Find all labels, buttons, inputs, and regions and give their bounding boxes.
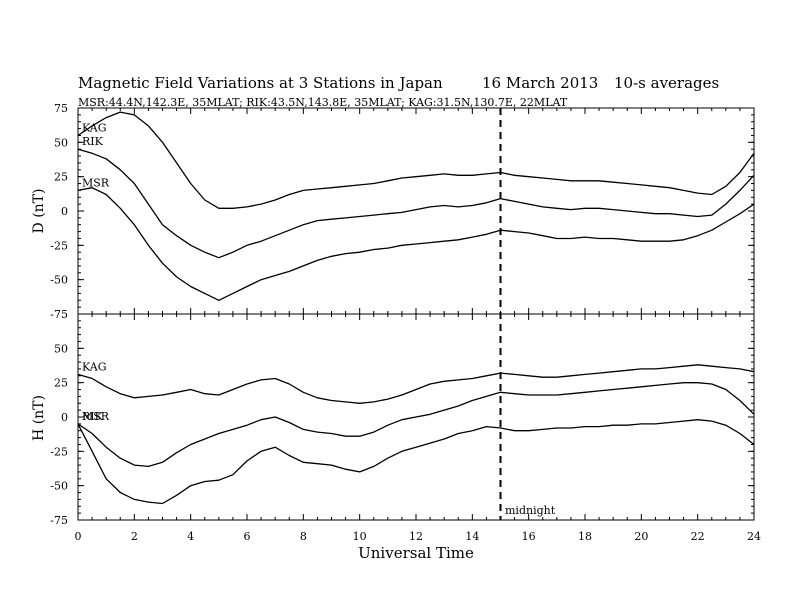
x-tick-label: 0 — [75, 530, 82, 543]
h-ytick-label: 25 — [54, 377, 68, 390]
chart-averaging: 10-s averages — [614, 74, 719, 92]
h-series-rik-label: RIK — [82, 410, 104, 423]
d-series-kag-label: KAG — [82, 121, 107, 134]
h-series-msr-line — [77, 419, 755, 505]
h-series-kag-label: KAG — [82, 360, 107, 373]
h-ytick-label: 50 — [54, 342, 68, 355]
x-tick-label: 12 — [409, 530, 423, 543]
h-ytick-label: 0 — [61, 411, 68, 424]
h-series-kag-line — [77, 364, 755, 404]
d-series-msr-line — [77, 187, 755, 301]
x-tick-label: 6 — [244, 530, 251, 543]
d-series-rik-label: RIK — [82, 135, 104, 148]
d-ytick-label: -25 — [50, 239, 68, 252]
d-panel-ylabel: D (nT) — [31, 189, 47, 234]
x-tick-label: 2 — [131, 530, 138, 543]
stations-subtitle: MSR:44.4N,142.3E, 35MLAT; RIK:43.5N,143.… — [78, 96, 568, 109]
d-ytick-label: -50 — [50, 274, 68, 287]
midnight-label: midnight — [505, 504, 556, 517]
h-ytick-label: -25 — [50, 445, 68, 458]
h-ytick-label: -75 — [50, 514, 68, 527]
d-panel-frame — [77, 107, 755, 315]
chart-title: Magnetic Field Variations at 3 Stations … — [78, 74, 443, 92]
x-axis-label: Universal Time — [358, 544, 474, 562]
x-tick-label: 20 — [634, 530, 648, 543]
d-ytick-label: 50 — [54, 136, 68, 149]
d-ytick-label: 25 — [54, 171, 68, 184]
d-series-msr-label: MSR — [82, 176, 110, 189]
x-tick-label: 14 — [465, 530, 479, 543]
h-series-msr-label: MSR — [82, 410, 110, 423]
x-tick-label: 10 — [353, 530, 367, 543]
h-series-rik-line — [77, 382, 755, 468]
x-tick-label: 4 — [187, 530, 194, 543]
chart-date: 16 March 2013 — [482, 74, 598, 92]
d-ytick-label: -75 — [50, 308, 68, 321]
x-tick-label: 24 — [747, 530, 761, 543]
d-series-kag-line — [77, 111, 755, 209]
d-ytick-label: 75 — [54, 102, 68, 115]
x-tick-label: 16 — [522, 530, 536, 543]
x-tick-label: 8 — [300, 530, 307, 543]
h-ytick-label: -50 — [50, 480, 68, 493]
x-tick-label: 18 — [578, 530, 592, 543]
h-panel-ylabel: H (nT) — [31, 395, 47, 441]
d-ytick-label: 0 — [61, 205, 68, 218]
d-series-rik-line — [77, 148, 755, 259]
x-tick-label: 22 — [691, 530, 705, 543]
